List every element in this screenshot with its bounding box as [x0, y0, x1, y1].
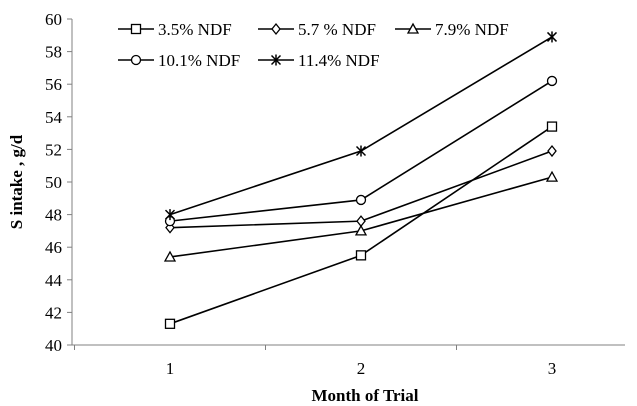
x-tick-label: 1	[166, 359, 175, 378]
data-point-square	[164, 318, 176, 329]
legend-label: 7.9% NDF	[435, 20, 509, 39]
legend-item: 10.1% NDF	[118, 51, 240, 70]
legend-item: 3.5% NDF	[118, 20, 232, 39]
data-point-triangle	[163, 250, 177, 262]
data-point-diamond	[547, 144, 557, 158]
x-axis-title: Month of Trial	[311, 386, 418, 405]
data-point-asterisk	[164, 209, 176, 221]
data-point-asterisk	[355, 145, 367, 157]
data-point-asterisk	[546, 31, 558, 43]
y-tick-label: 42	[45, 303, 62, 322]
data-point-square	[355, 250, 367, 261]
legend-label: 5.7 % NDF	[298, 20, 376, 39]
legend-marker-circle	[130, 54, 142, 66]
y-tick-label: 52	[45, 140, 62, 159]
y-tick-label: 54	[45, 108, 63, 127]
legend-marker-diamond	[271, 22, 281, 36]
x-tick-label: 2	[357, 359, 366, 378]
y-tick-label: 58	[45, 43, 62, 62]
legend-item: 7.9% NDF	[395, 20, 509, 39]
y-tick-label: 60	[45, 10, 62, 29]
y-tick-label: 46	[45, 238, 62, 257]
data-point-circle	[546, 75, 558, 87]
y-tick-label: 48	[45, 206, 62, 225]
legend-marker-square	[130, 23, 142, 35]
y-tick-label: 50	[45, 173, 62, 192]
y-tick-label: 44	[45, 271, 63, 290]
y-axis-title: S intake , g/d	[7, 134, 26, 229]
legend-label: 11.4% NDF	[298, 51, 380, 70]
legend-marker-asterisk	[270, 54, 282, 66]
legend-item: 5.7 % NDF	[258, 20, 376, 39]
legend-marker-triangle	[406, 22, 420, 34]
y-tick-label: 56	[45, 75, 62, 94]
legend-label: 3.5% NDF	[158, 20, 232, 39]
y-tick-label: 40	[45, 336, 62, 355]
data-point-triangle	[354, 224, 368, 236]
plot-area: 40 42 44 46 48 50 52 54 56 58 60 1 2 3	[45, 10, 625, 378]
legend-label: 10.1% NDF	[158, 51, 240, 70]
data-point-circle	[355, 194, 367, 206]
legend-item: 11.4% NDF	[258, 51, 380, 70]
data-point-square	[546, 121, 558, 132]
legend: 3.5% NDF 5.7 % NDF 7.9% NDF 10.1% NDF 11.4% …	[118, 20, 509, 70]
data-point-triangle	[545, 170, 559, 182]
x-tick-label: 3	[548, 359, 557, 378]
